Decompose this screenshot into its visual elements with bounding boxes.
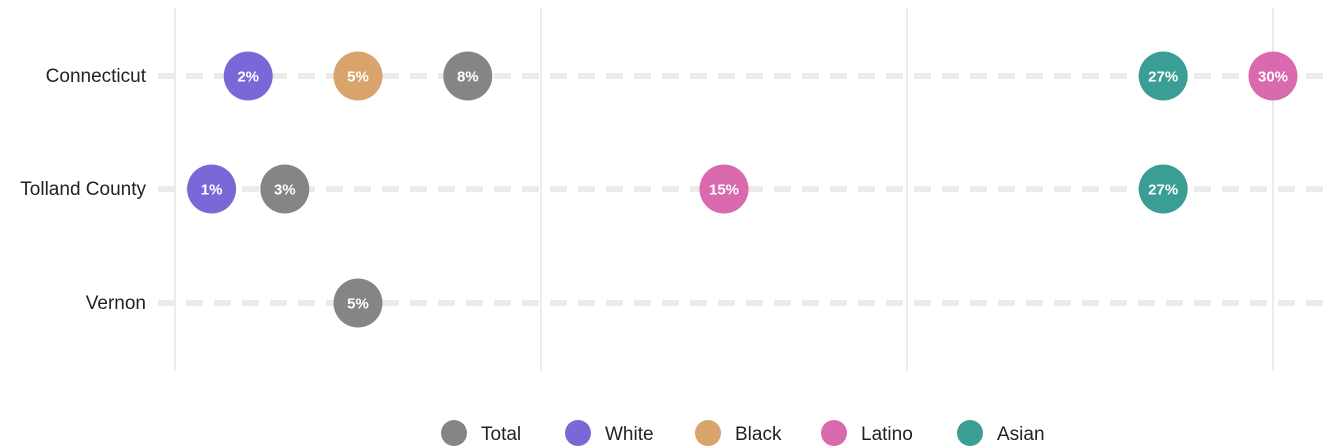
- latino-value-label: 15%: [709, 182, 739, 199]
- legend-label-asian: Asian: [997, 424, 1045, 445]
- total-value-label: 3%: [274, 182, 296, 199]
- asian-value-label: 27%: [1148, 182, 1178, 199]
- category-label: Vernon: [86, 293, 146, 314]
- legend-label-black: Black: [735, 424, 782, 445]
- legend-swatch-total: [441, 420, 467, 446]
- latino-point: [1248, 51, 1298, 101]
- white-point: [187, 164, 237, 214]
- total-point: [333, 278, 383, 328]
- category-label: Tolland County: [20, 179, 146, 200]
- total-value-label: 8%: [457, 69, 479, 86]
- asian-point: [1138, 164, 1188, 214]
- total-value-label: 5%: [347, 296, 369, 313]
- total-point: [260, 164, 310, 214]
- legend-swatch-latino: [821, 420, 847, 446]
- legend-swatch-asian: [957, 420, 983, 446]
- total-point: [443, 51, 493, 101]
- white-point: [223, 51, 273, 101]
- asian-value-label: 27%: [1148, 69, 1178, 86]
- latino-point: [699, 164, 749, 214]
- white-value-label: 2%: [237, 69, 259, 86]
- latino-value-label: 30%: [1258, 69, 1288, 86]
- category-label: Connecticut: [46, 66, 147, 87]
- asian-point: [1138, 51, 1188, 101]
- black-value-label: 5%: [347, 69, 369, 86]
- legend-swatch-black: [695, 420, 721, 446]
- legend-swatch-white: [565, 420, 591, 446]
- legend-label-white: White: [605, 424, 654, 445]
- category-rows: Connecticut Tolland County Vernon: [20, 66, 1330, 314]
- black-point: [333, 51, 383, 101]
- legend-label-total: Total: [481, 424, 521, 445]
- white-value-label: 1%: [201, 182, 223, 199]
- legend-label-latino: Latino: [861, 424, 913, 445]
- legend: Total White Black Latino Asian: [441, 420, 1045, 446]
- data-points: 8% 3% 5% 2% 1% 5% 30% 15% 27% 27%: [187, 51, 1298, 328]
